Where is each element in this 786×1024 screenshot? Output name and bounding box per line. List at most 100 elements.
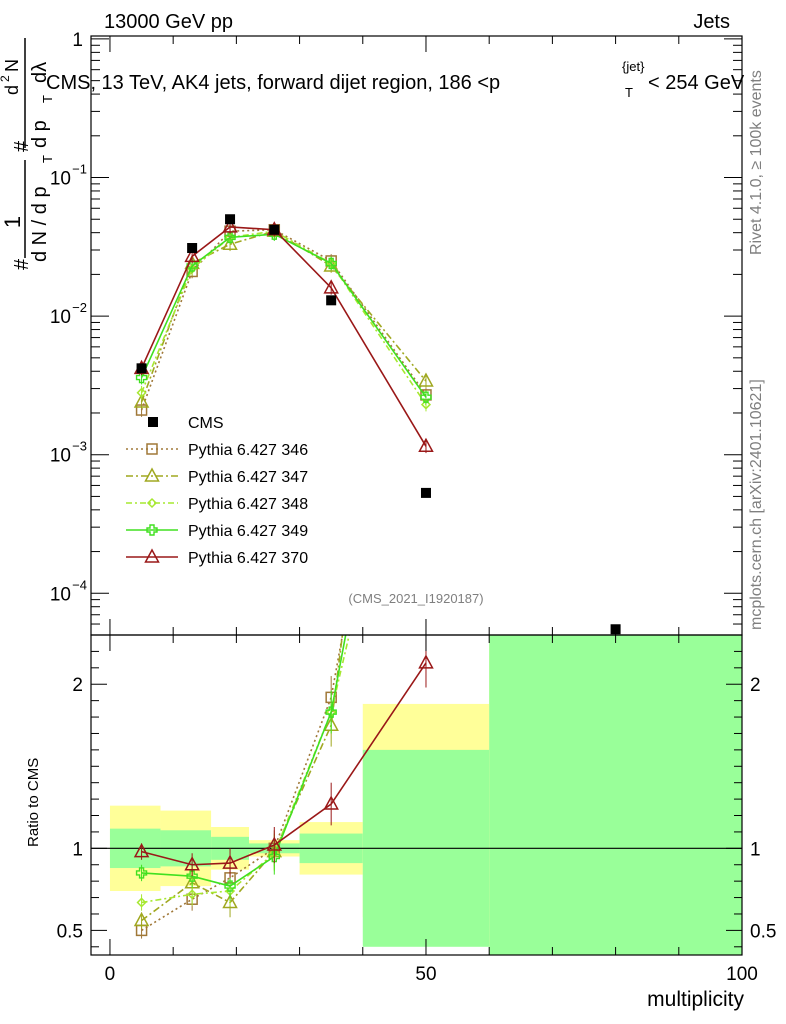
analysis-watermark: (CMS_2021_I1920187) (348, 591, 483, 606)
axes-frames (90, 35, 743, 956)
y-label-frac2-den-sub: T (40, 95, 55, 103)
legend: CMS Pythia 6.427 346 Pythia 6.427 347 Pythi… (126, 415, 308, 567)
legend-label-3: Pythia 6.427 349 (188, 523, 308, 540)
y-label-frac2-num: d (2, 85, 22, 95)
rivet-version-label: Rivet 4.1.0, ≥ 100k events (748, 70, 765, 255)
title-sub: T (625, 85, 633, 100)
ratio-series-3-point-1-shape (186, 870, 198, 882)
y-axis-label: # 1 d N / d p T # d 2 N d p T dλ (0, 38, 55, 270)
ratio-series-3-point-4 (325, 706, 337, 718)
legend-label-0: Pythia 6.427 346 (188, 442, 308, 459)
main-series-3-point-4 (325, 257, 337, 270)
y-label-frac1-num: 1 (0, 216, 25, 228)
y-label-hash2: # (11, 140, 33, 152)
main-series-3-point-0-shape (135, 371, 148, 384)
legend-marker-3-shape (146, 524, 158, 536)
title-tail: < 254 GeV (648, 72, 745, 94)
ratio-series-group (133, 635, 434, 939)
legend-marker-0-shape (146, 443, 158, 455)
y-label-frac2-num-sup: 2 (0, 75, 12, 82)
ratio-series-3-point-2-shape (224, 880, 236, 892)
main-ytick-label-sup-4: −4 (72, 577, 87, 592)
legend-label-1: Pythia 6.427 347 (188, 469, 308, 486)
ratio-ytick-label-0: 0.5 (57, 921, 83, 942)
cms-point-4 (326, 295, 337, 306)
xtick-label-1: 50 (415, 964, 436, 985)
cms-point-5 (420, 487, 431, 498)
ratio-ytick-label-2: 2 (72, 675, 83, 696)
legend-marker-2-shape (146, 497, 158, 509)
y-label-frac2-den: d p (29, 120, 51, 148)
ratio-series-line-1 (141, 635, 344, 922)
main-ytick-label-4: 10 (50, 584, 71, 605)
ratio-series-3-point-2 (224, 880, 236, 892)
legend-marker-4-shape (144, 548, 160, 563)
main-series-3-point-5-shape (420, 391, 432, 403)
ratio-panel-frame (90, 634, 743, 956)
ratio-series-3-point-1 (186, 870, 198, 882)
ratio-series-3-point-0 (135, 867, 148, 879)
main-ytick-label-3: 10 (50, 446, 71, 467)
main-panel-frame (90, 35, 743, 636)
legend-label-4: Pythia 6.427 370 (188, 550, 308, 567)
main-series-3-point-1-shape (186, 260, 198, 272)
y-label-frac2-den-tail: dλ (29, 62, 51, 83)
main-series-3-point-2 (224, 231, 236, 244)
ratio-ytick-label-1: 1 (72, 839, 83, 860)
legend-marker-4 (144, 548, 160, 563)
main-series-line-4 (140, 226, 427, 447)
ratio-ytick-label-right-2: 2 (750, 675, 761, 696)
main-series-line-3 (140, 233, 427, 398)
legend-marker-0 (146, 443, 158, 455)
main-ytick-label-0: 1 (72, 30, 83, 51)
main-series-3-point-2-shape (224, 231, 236, 244)
header-type: Jets (693, 11, 730, 33)
ratio-y-axis-label: Ratio to CMS (25, 758, 42, 847)
ratio-band-stat-6 (489, 635, 742, 955)
legend-marker-1-shape (144, 467, 160, 482)
ratio-series-3-point-0-shape (135, 867, 148, 879)
ratio-series-line-2 (141, 635, 351, 904)
ratio-series-line-3 (141, 635, 347, 887)
main-series-3-point-4-shape (325, 257, 337, 270)
ratio-series-3-point-3-shape (268, 850, 280, 863)
plot-title: CMS, 13 TeV, AK4 jets, forward dijet reg… (46, 59, 745, 100)
ratio-series-3-point-3 (268, 850, 280, 863)
main-series-line-2 (140, 230, 427, 406)
xtick-label-2: 100 (726, 964, 758, 985)
legend-cms-marker (148, 417, 158, 427)
xtick-label-0: 0 (105, 964, 116, 985)
main-ytick-label-sup-2: −2 (72, 300, 87, 315)
title-main: CMS, 13 TeV, AK4 jets, forward dijet reg… (46, 72, 500, 94)
x-axis-label: multiplicity (647, 988, 744, 1011)
ratio-uncertainty-bands (91, 635, 742, 955)
cms-point-3 (269, 224, 280, 235)
cms-point-1 (187, 243, 198, 254)
main-series-line-0 (140, 228, 427, 411)
main-series-3-point-0 (135, 371, 148, 384)
ratio-ytick-label-right-0: 0.5 (750, 921, 776, 942)
main-series-group (133, 218, 434, 454)
header-process: 13000 GeV pp (104, 11, 233, 33)
main-ytick-label-sup-1: −1 (72, 162, 87, 177)
y-label-hash: # (11, 258, 33, 270)
main-ytick-label-2: 10 (50, 307, 71, 328)
main-ytick-label-sup-3: −3 (72, 439, 87, 454)
legend-marker-3 (146, 524, 158, 536)
legend-label-2: Pythia 6.427 348 (188, 496, 308, 513)
y-label-frac1-den-sub: T (40, 155, 55, 163)
main-series-3-point-5 (420, 391, 432, 403)
mcplots-label: mcplots.cern.ch [arXiv:2401.10621] (748, 379, 765, 630)
main-ytick-label-1: 10 (50, 169, 71, 190)
y-label-frac2-num-tail: N (2, 59, 22, 72)
title-sup: {jet} (622, 59, 645, 74)
ratio-series-3-point-4-shape (325, 706, 337, 718)
legend-cms-label: CMS (188, 415, 224, 432)
ratio-ytick-label-right-1: 1 (750, 839, 761, 860)
cms-point-0 (136, 363, 147, 374)
cms-point-2 (225, 214, 236, 225)
ratio-series-line-4 (141, 662, 427, 866)
main-series-3-point-1 (186, 260, 198, 272)
